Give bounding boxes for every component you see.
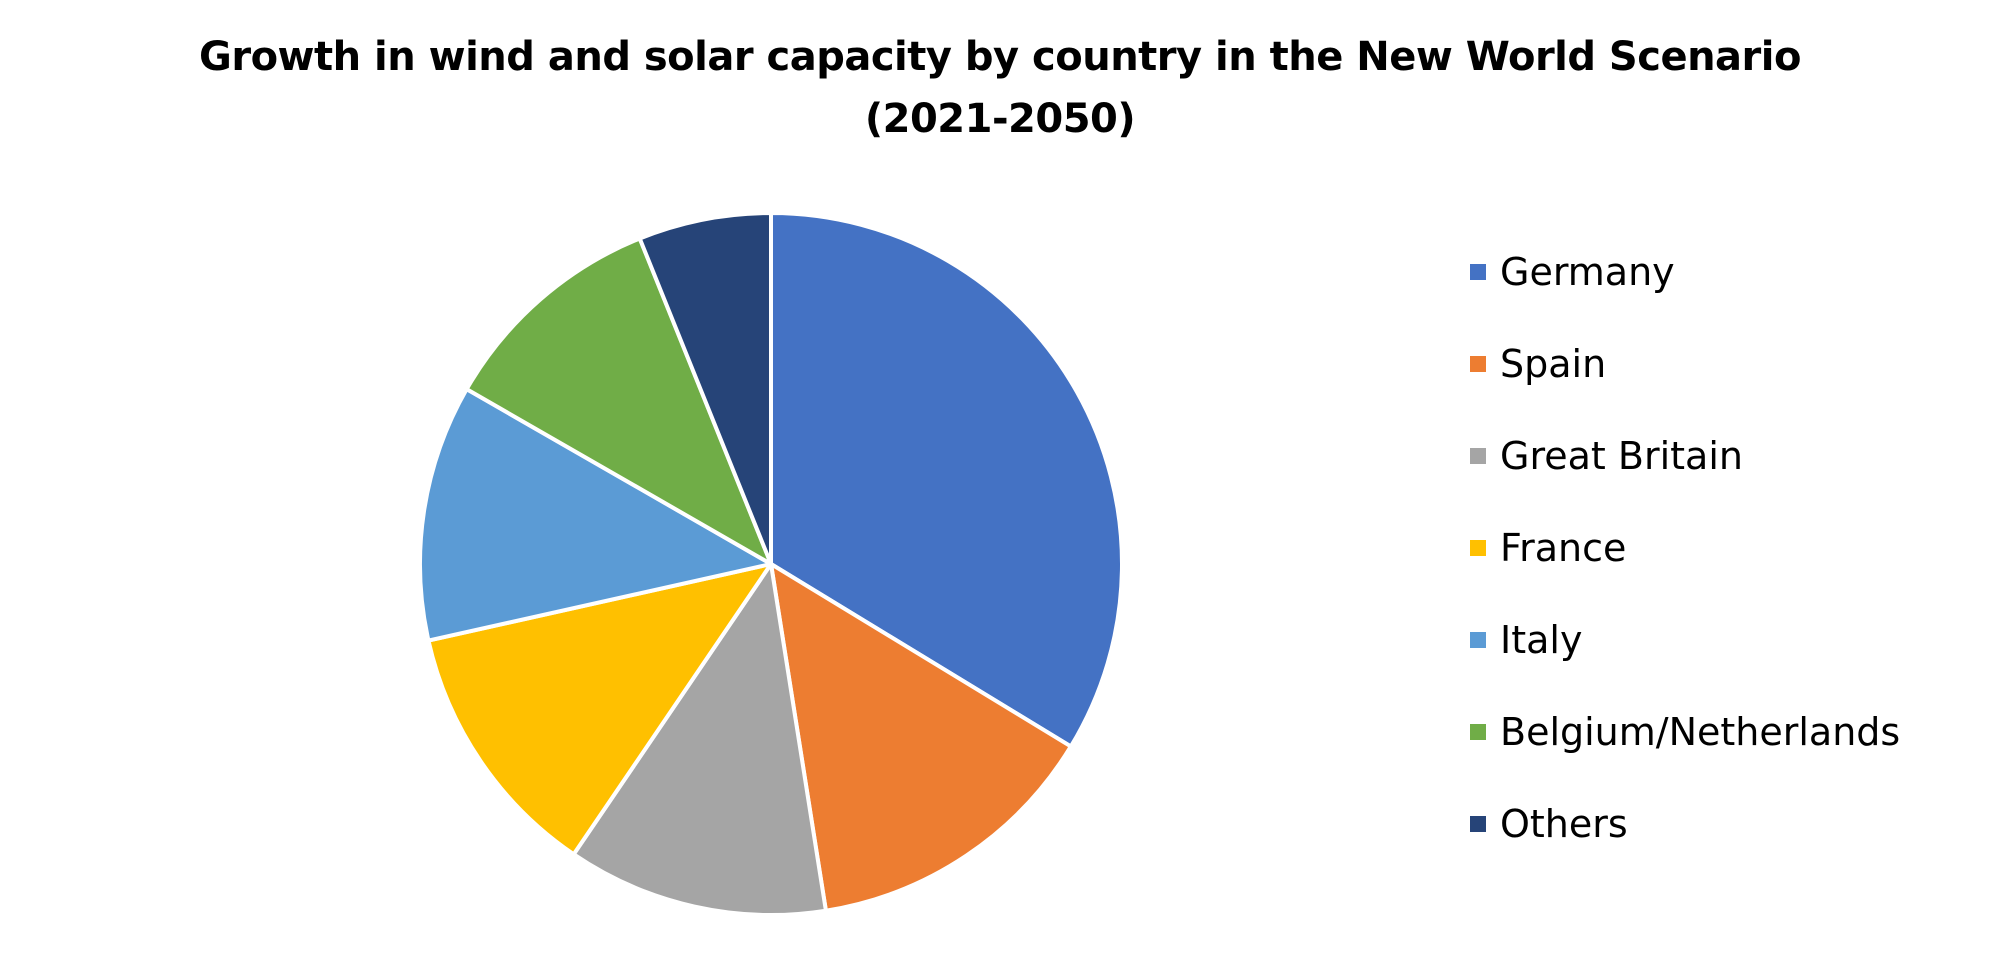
pie-slice-great-britain — [571, 562, 828, 917]
pie-slice-italy — [417, 387, 773, 643]
legend-swatch — [1470, 724, 1486, 740]
legend-label: Spain — [1500, 342, 1607, 386]
legend-swatch — [1470, 540, 1486, 556]
pie-slice-belgium-netherlands — [464, 236, 773, 566]
pie-slice-germany — [769, 211, 1124, 749]
legend-item-great-britain: Great Britain — [1470, 410, 1900, 502]
legend-label: Others — [1500, 802, 1628, 846]
legend-swatch — [1470, 448, 1486, 464]
legend-label: Great Britain — [1500, 434, 1743, 478]
legend-item-italy: Italy — [1470, 594, 1900, 686]
legend-label: Belgium/Netherlands — [1500, 710, 1901, 754]
legend-label: Italy — [1500, 618, 1583, 662]
pie-slice-france — [426, 562, 773, 857]
legend-item-spain: Spain — [1470, 318, 1900, 410]
chart-legend: Germany Spain Great Britain France Italy Belg… — [1470, 226, 1900, 870]
legend-label: Germany — [1500, 250, 1675, 294]
legend-item-germany: Germany — [1470, 226, 1900, 318]
legend-item-belgium-netherlands: Belgium/Netherlands — [1470, 686, 1900, 778]
legend-label: France — [1500, 526, 1627, 570]
chart-title-line-1: Growth in wind and solar capacity by cou… — [199, 34, 1801, 80]
pie-slice-spain — [769, 562, 1073, 913]
legend-item-others: Others — [1470, 778, 1900, 870]
chart-title-line-2: (2021-2050) — [864, 96, 1136, 142]
pie-slice-others — [637, 211, 773, 566]
legend-swatch — [1470, 356, 1486, 372]
legend-item-france: France — [1470, 502, 1900, 594]
legend-swatch — [1470, 816, 1486, 832]
legend-swatch — [1470, 632, 1486, 648]
chart-title: Growth in wind and solar capacity by cou… — [0, 26, 2000, 150]
legend-swatch — [1470, 264, 1486, 280]
